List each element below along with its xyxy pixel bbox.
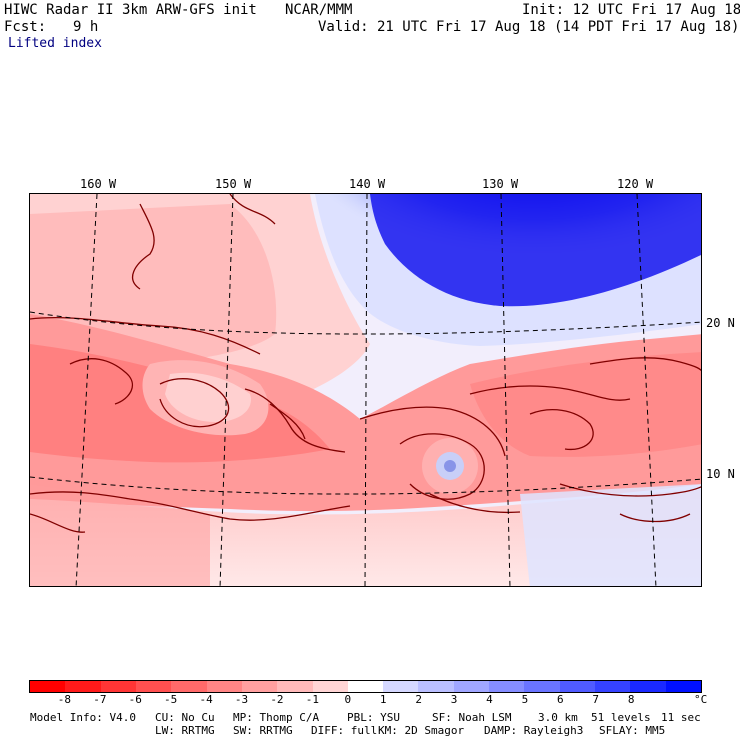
diff-scheme: DIFF: full: [311, 724, 378, 737]
colorbar-swatch: [171, 681, 207, 692]
damp-scheme: DAMP: Rayleigh3: [484, 724, 584, 737]
colorbar-ticks: -8 -7 -6 -5 -4 -3 -2 -1 0 1 2 3 4 5 6 7 8 °C: [29, 693, 707, 707]
lifted-index-map: [29, 193, 702, 587]
mp-scheme: MP: Thomp C/A: [233, 711, 320, 724]
colorbar-swatch: [312, 681, 348, 692]
field-name: Lifted index: [8, 36, 102, 51]
colorbar-swatch: [241, 681, 278, 692]
colorbar-tick-label: 5: [521, 693, 529, 706]
colorbar-swatch: [206, 681, 242, 692]
org-label: NCAR/MMM: [285, 2, 353, 18]
strong-stable-core-inner: [370, 194, 701, 307]
colorbar-swatch: [524, 681, 560, 692]
colorbar-swatch: [383, 681, 419, 692]
lon-label-160w: 160 W: [80, 177, 117, 191]
sf-scheme: SF: Noah LSM: [432, 711, 512, 724]
east-strong-unstable: [470, 352, 701, 457]
colorbar-swatch: [135, 681, 172, 692]
colorbar-swatch: [559, 681, 595, 692]
lon-label-130w: 130 W: [482, 177, 519, 191]
km-scheme: KM: 2D Smagor: [378, 724, 465, 737]
colorbar-swatch: [665, 681, 701, 692]
colorbar-tick-label: -5: [164, 693, 178, 706]
colorbar-unit: °C: [694, 693, 708, 706]
sw-scheme: SW: RRTMG: [233, 724, 293, 737]
colorbar-tick-label: 6: [557, 693, 564, 706]
lon-label-120w: 120 W: [617, 177, 654, 191]
valid-time: Valid: 21 UTC Fri 17 Aug 18 (14 PDT Fri …: [318, 19, 740, 35]
init-time: Init: 12 UTC Fri 17 Aug 18: [522, 2, 740, 18]
colorbar-swatch: [418, 681, 454, 692]
colorbar-tick-label: 7: [592, 693, 600, 706]
colorbar-tick-label: 1: [379, 693, 387, 706]
grid-resolution: 3.0 km: [538, 711, 578, 724]
graticule: [30, 194, 701, 586]
model-title: HIWC Radar II 3km ARW-GFS init: [4, 2, 257, 18]
colorbar-tick-label: -8: [57, 693, 72, 706]
forecast-hour: 9 h: [73, 19, 99, 35]
colorbar-tick-label: -7: [93, 693, 107, 706]
colorbar-tick-label: 0: [344, 693, 352, 706]
colorbar-tick-label: -1: [305, 693, 319, 706]
colorbar-swatch: [630, 681, 666, 692]
lat-label-10n: 10 N: [706, 467, 735, 481]
sflay-scheme: SFLAY: MM5: [599, 724, 666, 737]
colorbar-swatch: [347, 681, 384, 692]
colorbar-swatch: [30, 681, 66, 692]
lw-scheme: LW: RRTMG: [155, 724, 215, 737]
colorbar-tick-label: -2: [270, 693, 284, 706]
vertical-levels: 51 levels: [591, 711, 651, 724]
colorbar-swatch: [277, 681, 313, 692]
lon-label-150w: 150 W: [215, 177, 252, 191]
map-field: [30, 194, 701, 586]
cu-scheme: CU: No Cu: [155, 711, 215, 724]
colorbar-swatch: [595, 681, 631, 692]
forecast-label: Fcst:: [4, 19, 47, 35]
colorbar-tick-label: 8: [627, 693, 635, 706]
contour-outlines: [30, 194, 701, 533]
southeast-stable-patch: [520, 484, 701, 586]
colorbar-swatch: [65, 681, 101, 692]
southwest-unstable-patch: [30, 484, 210, 586]
colorbar-swatch: [489, 681, 525, 692]
lat-label-20n: 20 N: [706, 316, 735, 330]
central-pocket-inner: [165, 372, 251, 422]
colorbar-tick-label: -4: [199, 693, 213, 706]
colorbar-tick-label: -6: [128, 693, 142, 706]
colorbar-tick-label: 2: [415, 693, 422, 706]
colorbar-tick-label: 3: [450, 693, 458, 706]
storm-center: [444, 460, 456, 472]
colorbar-swatch: [100, 681, 136, 692]
model-info: Model Info: V4.0: [30, 711, 136, 724]
pbl-scheme: PBL: YSU: [347, 711, 400, 724]
colorbar-tick-label: -3: [234, 693, 249, 706]
lon-label-140w: 140 W: [349, 177, 386, 191]
timestep: 11 sec: [661, 711, 701, 724]
colorbar-tick-label: 4: [486, 693, 493, 706]
colorbar: [29, 680, 702, 693]
colorbar-swatch: [453, 681, 490, 692]
